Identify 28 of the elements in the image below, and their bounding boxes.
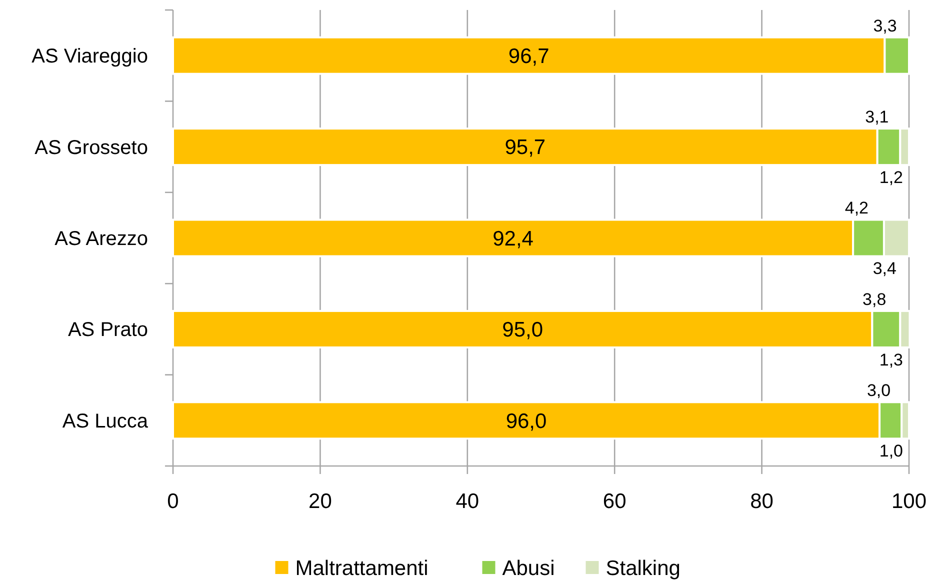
x-tick-label: 60 bbox=[602, 490, 626, 513]
data-label: 95,7 bbox=[504, 136, 546, 160]
data-label: 1,2 bbox=[879, 168, 903, 187]
data-label: 3,4 bbox=[872, 259, 896, 278]
legend-label: Abusi bbox=[502, 557, 555, 580]
x-tick-label: 0 bbox=[167, 490, 179, 513]
y-tick-label: AS Grosseto bbox=[34, 136, 148, 159]
data-label: 4,2 bbox=[844, 198, 869, 218]
data-label: 1,3 bbox=[879, 350, 903, 370]
y-tick-label: AS Arezzo bbox=[54, 228, 148, 250]
data-label: 3,0 bbox=[866, 381, 891, 400]
x-tick-label: 40 bbox=[456, 490, 480, 513]
data-label: 3,3 bbox=[873, 16, 897, 36]
data-label: 95,0 bbox=[502, 318, 544, 342]
legend-label: Stalking bbox=[606, 557, 680, 580]
y-tick-label: AS Prato bbox=[68, 319, 148, 342]
x-tick-label: 20 bbox=[308, 490, 332, 513]
data-label: 92,4 bbox=[492, 227, 534, 250]
data-label: 3,1 bbox=[865, 108, 889, 127]
data-label: 1,0 bbox=[879, 442, 903, 461]
x-tick-label: 80 bbox=[750, 490, 774, 513]
data-label: 3,8 bbox=[862, 290, 886, 309]
x-tick-label: 100 bbox=[891, 490, 927, 513]
y-tick-label: AS Viareggio bbox=[32, 46, 148, 68]
y-tick-label: AS Lucca bbox=[62, 410, 149, 432]
legend-label: Maltrattamenti bbox=[295, 557, 428, 580]
data-label: 96,7 bbox=[508, 44, 550, 68]
data-label: 96,0 bbox=[506, 410, 547, 433]
